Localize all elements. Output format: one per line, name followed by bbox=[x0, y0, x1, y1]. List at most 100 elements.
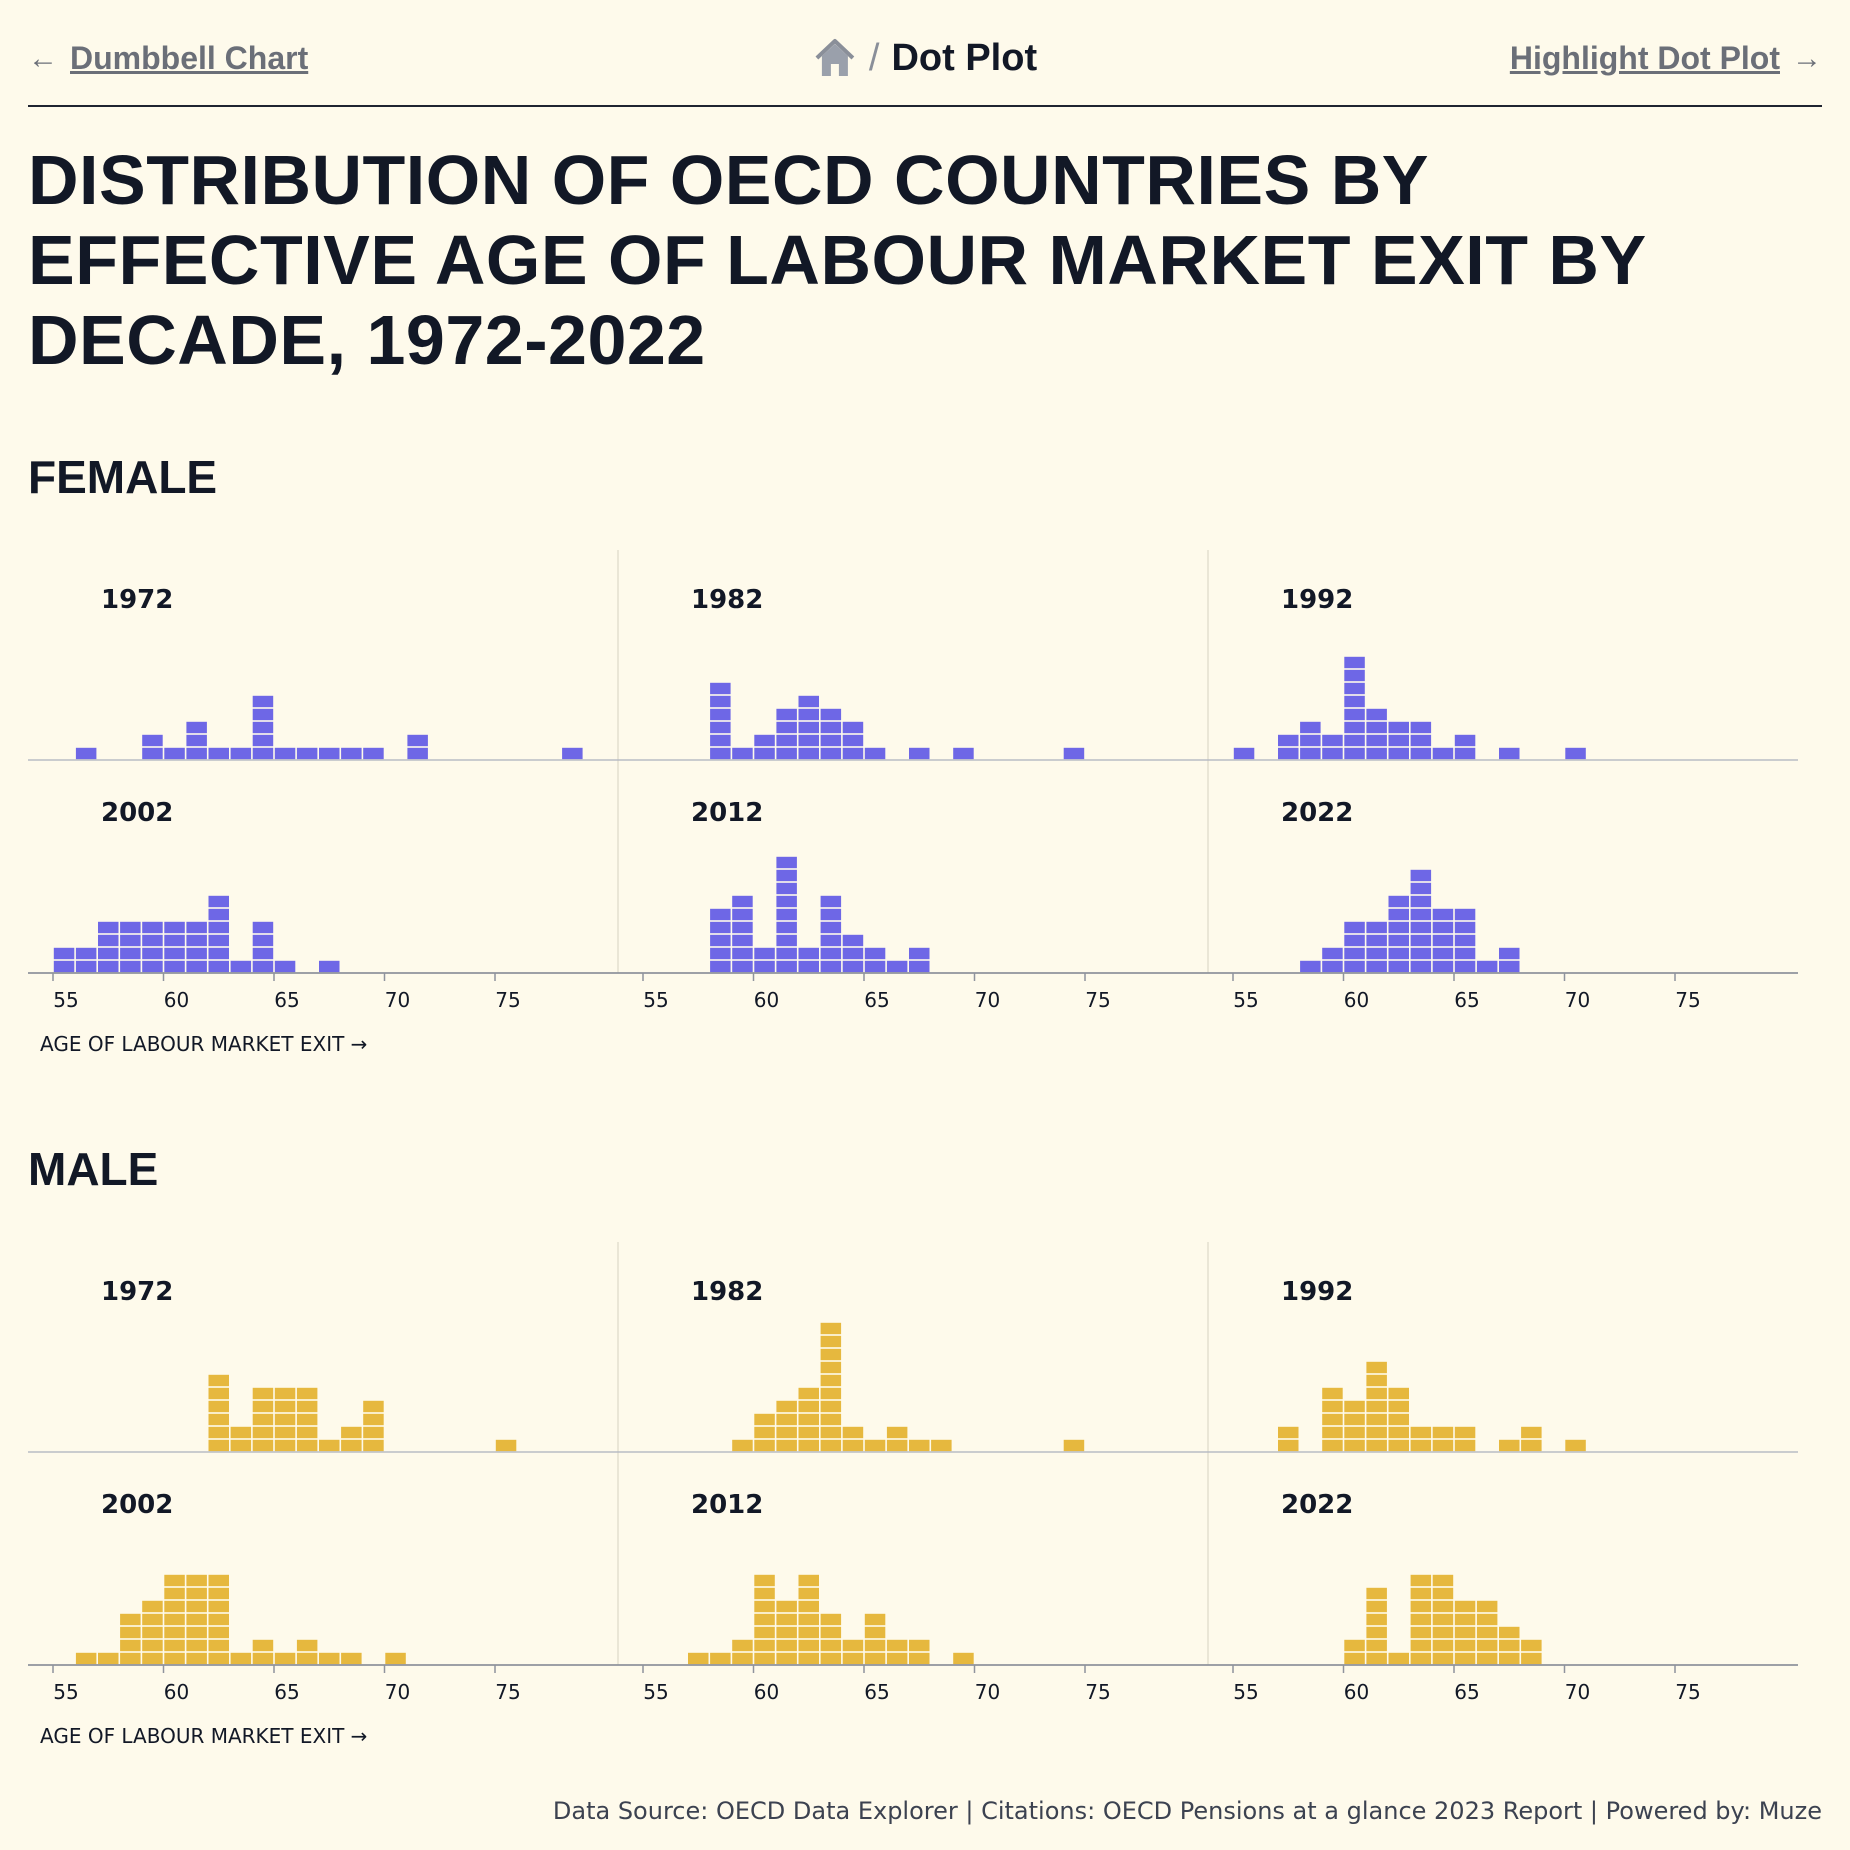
dot-mark bbox=[1499, 960, 1520, 973]
dot-mark bbox=[230, 747, 252, 760]
dot-mark bbox=[710, 682, 731, 695]
dot-mark bbox=[208, 895, 229, 908]
dot-mark bbox=[252, 747, 274, 760]
dot-mark bbox=[754, 1613, 775, 1626]
dot-mark bbox=[1432, 1600, 1454, 1613]
dot-mark bbox=[296, 1639, 318, 1652]
dot-mark bbox=[208, 908, 229, 921]
dot-mark bbox=[1300, 721, 1321, 734]
dot-mark bbox=[142, 1613, 163, 1626]
dot-mark bbox=[274, 747, 296, 760]
x-tick-label: 75 bbox=[1085, 1680, 1110, 1704]
dot-mark bbox=[164, 947, 185, 960]
dot-mark bbox=[1366, 1361, 1387, 1374]
dot-mark bbox=[1322, 960, 1343, 973]
dot-mark bbox=[1432, 947, 1454, 960]
dot-mark bbox=[208, 921, 229, 934]
dot-mark bbox=[909, 1652, 930, 1665]
dot-mark bbox=[688, 1652, 709, 1665]
dot-mark bbox=[1366, 921, 1387, 934]
x-tick-label: 70 bbox=[975, 988, 1000, 1012]
x-tick-label: 70 bbox=[385, 1680, 410, 1704]
panel-year-label: 1992 bbox=[1281, 585, 1353, 615]
dot-mark bbox=[1521, 1639, 1542, 1652]
dot-mark bbox=[1366, 721, 1387, 734]
dot-mark bbox=[208, 1613, 229, 1626]
dot-mark bbox=[798, 1426, 819, 1439]
dot-mark bbox=[53, 947, 75, 960]
dot-mark bbox=[864, 947, 886, 960]
x-tick-label: 60 bbox=[164, 1680, 189, 1704]
dot-mark bbox=[798, 695, 819, 708]
dot-mark bbox=[820, 1439, 842, 1452]
dot-mark bbox=[710, 947, 731, 960]
dot-mark bbox=[1410, 882, 1432, 895]
dot-mark bbox=[1454, 1639, 1476, 1652]
panel-year-label: 2022 bbox=[1281, 798, 1353, 828]
dot-mark bbox=[208, 1387, 229, 1400]
dot-mark bbox=[1300, 747, 1321, 760]
dot-mark bbox=[208, 1587, 229, 1600]
dot-mark bbox=[1366, 747, 1387, 760]
home-icon[interactable] bbox=[813, 36, 857, 80]
dot-mark bbox=[1366, 947, 1387, 960]
dot-mark bbox=[754, 747, 775, 760]
dot-mark bbox=[296, 747, 318, 760]
dot-mark bbox=[75, 1652, 97, 1665]
dot-mark bbox=[1344, 708, 1365, 721]
panel-year-label: 2012 bbox=[691, 1490, 763, 1520]
dot-mark bbox=[886, 1426, 908, 1439]
next-chart-link[interactable]: Highlight Dot Plot bbox=[1509, 40, 1780, 76]
x-tick-label: 75 bbox=[1085, 988, 1110, 1012]
dot-mark bbox=[120, 1652, 141, 1665]
next-chart-link-group[interactable]: Highlight Dot Plot → bbox=[1510, 40, 1822, 77]
dot-mark bbox=[798, 1413, 819, 1426]
panel-year-label: 1982 bbox=[691, 585, 763, 615]
dot-mark bbox=[208, 1439, 229, 1452]
prev-chart-link[interactable]: Dumbbell Chart bbox=[70, 40, 309, 76]
panel-year-label: 2002 bbox=[101, 1490, 173, 1520]
prev-chart-link-group[interactable]: ← Dumbbell Chart bbox=[28, 40, 308, 77]
dot-mark bbox=[495, 1439, 517, 1452]
dot-mark bbox=[1300, 734, 1321, 747]
dot-mark bbox=[820, 1361, 842, 1374]
dot-mark bbox=[1300, 960, 1321, 973]
dot-mark bbox=[1344, 747, 1365, 760]
dot-mark bbox=[252, 1400, 274, 1413]
dot-mark bbox=[164, 1613, 185, 1626]
dot-mark bbox=[120, 934, 141, 947]
x-tick-label: 60 bbox=[1344, 1680, 1369, 1704]
dot-mark bbox=[798, 1626, 819, 1639]
dot-mark bbox=[252, 734, 274, 747]
dot-mark bbox=[319, 1439, 340, 1452]
dot-mark bbox=[164, 921, 185, 934]
dot-mark bbox=[1476, 1613, 1498, 1626]
dot-mark bbox=[1410, 934, 1432, 947]
dot-mark bbox=[754, 1574, 775, 1587]
dot-mark bbox=[1388, 895, 1409, 908]
dot-mark bbox=[186, 1626, 207, 1639]
dot-mark bbox=[1410, 1626, 1432, 1639]
dot-mark bbox=[864, 1613, 886, 1626]
dot-mark bbox=[1410, 908, 1432, 921]
dot-mark bbox=[1432, 960, 1454, 973]
dot-mark bbox=[252, 721, 274, 734]
dot-mark bbox=[1388, 947, 1409, 960]
dot-mark bbox=[1344, 934, 1365, 947]
dot-mark bbox=[363, 1439, 384, 1452]
dot-mark bbox=[75, 747, 97, 760]
dot-mark bbox=[864, 960, 886, 973]
male-dot-plot: 1972 1982 1992 2002 2012 2022 55 60 65 70 75 55 60 65… bbox=[28, 1242, 1798, 1748]
dot-mark bbox=[208, 1426, 229, 1439]
dot-mark bbox=[710, 934, 731, 947]
dot-mark bbox=[274, 1387, 296, 1400]
dot-mark bbox=[208, 934, 229, 947]
x-tick-label: 65 bbox=[274, 1680, 299, 1704]
dot-mark bbox=[1366, 934, 1387, 947]
top-navigation: ← Dumbbell Chart / Dot Plot Highlight Do… bbox=[28, 30, 1822, 107]
dot-mark bbox=[208, 1374, 229, 1387]
dot-mark bbox=[208, 1652, 229, 1665]
dot-mark bbox=[842, 1426, 864, 1439]
dot-mark bbox=[1476, 1626, 1498, 1639]
dot-mark bbox=[732, 1652, 753, 1665]
